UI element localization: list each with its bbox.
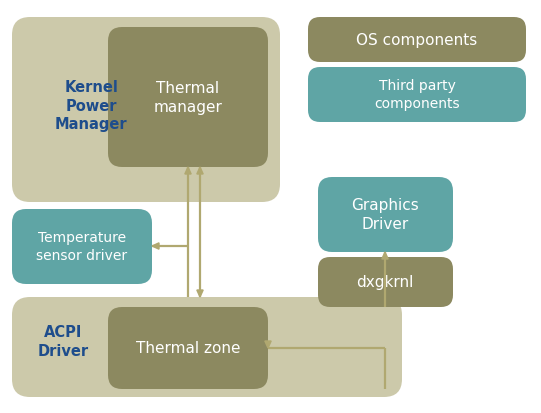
- Text: Thermal zone: Thermal zone: [136, 341, 240, 356]
- Polygon shape: [152, 243, 159, 249]
- Text: dxgkrnl: dxgkrnl: [357, 275, 414, 290]
- Polygon shape: [185, 168, 191, 175]
- Text: Temperature
sensor driver: Temperature sensor driver: [36, 231, 128, 262]
- Text: Graphics
Driver: Graphics Driver: [351, 198, 419, 231]
- Polygon shape: [265, 341, 271, 348]
- FancyBboxPatch shape: [318, 178, 453, 252]
- FancyBboxPatch shape: [108, 307, 268, 389]
- FancyBboxPatch shape: [318, 257, 453, 307]
- FancyBboxPatch shape: [308, 68, 526, 123]
- Text: ACPI
Driver: ACPI Driver: [38, 324, 89, 358]
- FancyBboxPatch shape: [12, 209, 152, 284]
- Polygon shape: [382, 252, 388, 259]
- Text: Thermal
manager: Thermal manager: [154, 81, 222, 114]
- FancyBboxPatch shape: [308, 18, 526, 63]
- Polygon shape: [197, 290, 203, 297]
- Polygon shape: [197, 168, 203, 175]
- FancyBboxPatch shape: [12, 297, 402, 397]
- Text: OS components: OS components: [357, 33, 478, 47]
- FancyBboxPatch shape: [108, 28, 268, 168]
- Text: Kernel
Power
Manager: Kernel Power Manager: [55, 80, 128, 132]
- FancyBboxPatch shape: [12, 18, 280, 202]
- Text: Third party
components: Third party components: [374, 79, 460, 110]
